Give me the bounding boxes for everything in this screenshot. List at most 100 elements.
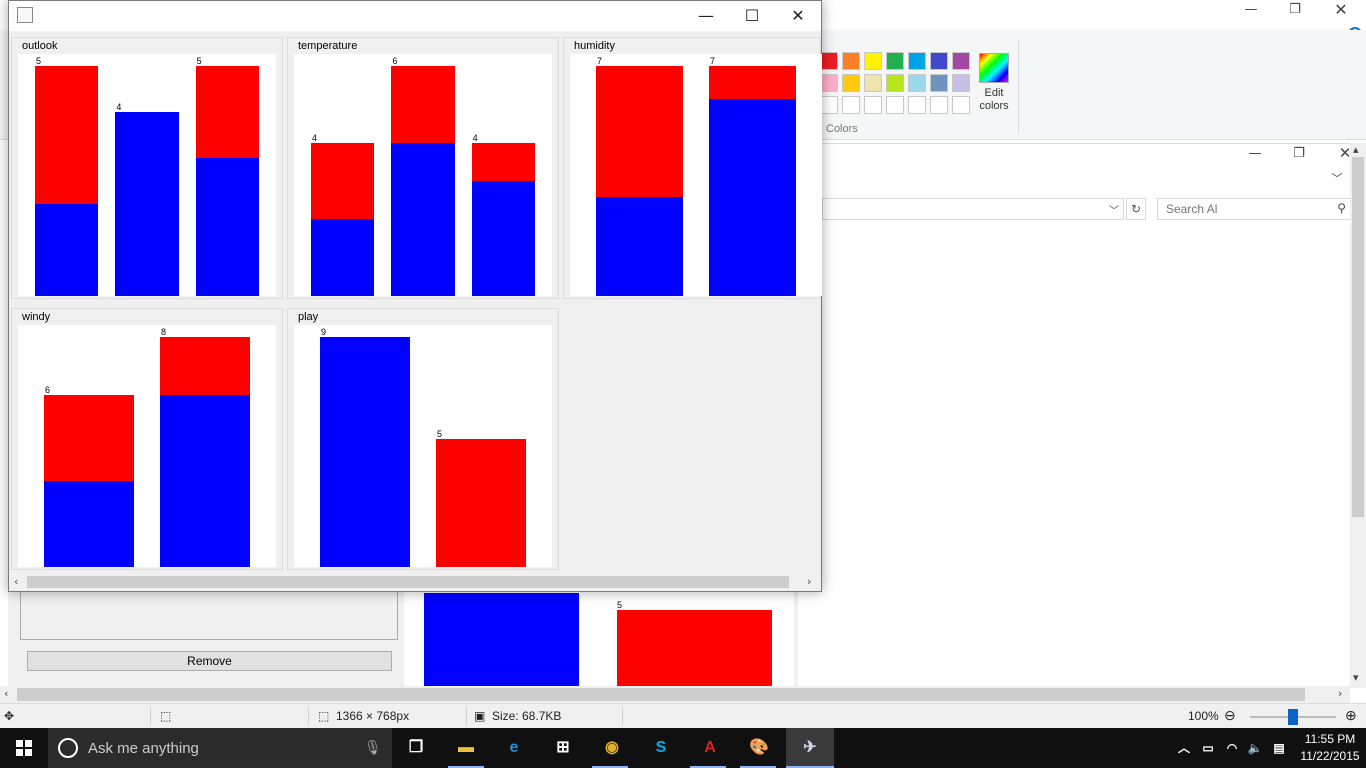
cortana-search-box[interactable]: Ask me anything 🎙 (48, 728, 392, 768)
scroll-right-icon[interactable]: › (807, 575, 812, 588)
color-swatch[interactable] (820, 52, 838, 70)
color-swatch[interactable] (864, 96, 882, 114)
scrollbar-thumb[interactable] (1352, 157, 1364, 517)
image-dimensions: 1366 × 768px (336, 709, 410, 723)
explorer-vertical-scrollbar[interactable]: ▴ ▾ (1350, 143, 1366, 688)
acrobat-icon[interactable]: A (704, 739, 716, 756)
color-swatch[interactable] (952, 96, 970, 114)
bar-total-label: 5 (36, 56, 42, 66)
scrollbar-thumb[interactable] (27, 576, 789, 588)
zoom-out-icon[interactable]: ⊖ (1224, 707, 1236, 723)
search-icon[interactable]: ⚲ (1337, 201, 1346, 215)
attribute-list-box[interactable] (20, 590, 398, 640)
image-size-icon: ⬚ (318, 709, 330, 723)
running-indicator (740, 766, 776, 768)
chart-bar-segment (160, 337, 250, 395)
java-horizontal-scrollbar[interactable]: ‹ › (11, 573, 819, 591)
task-view-icon[interactable]: ❐ (408, 739, 424, 756)
color-swatch[interactable] (842, 52, 860, 70)
explorer-expand-icon[interactable]: ﹀ (1331, 172, 1343, 185)
color-swatch[interactable] (864, 52, 882, 70)
minimize-button[interactable]: — (698, 6, 714, 25)
maximize-button[interactable]: ☐ (744, 6, 760, 25)
explorer-minimize-button[interactable]: — (1248, 146, 1262, 161)
java-title-bar[interactable]: — ☐ ✕ (9, 1, 821, 31)
start-button[interactable] (0, 728, 48, 768)
status-separator (466, 707, 467, 725)
color-swatch[interactable] (886, 96, 904, 114)
explorer-restore-button[interactable]: ❐ (1293, 146, 1305, 161)
color-swatch[interactable] (908, 96, 926, 114)
explorer-close-button[interactable]: ✕ (1338, 144, 1352, 162)
zoom-level: 100% (1188, 709, 1219, 723)
explorer-search[interactable]: ⚲ (1157, 198, 1351, 220)
zoom-slider-thumb[interactable] (1288, 709, 1298, 725)
color-swatch[interactable] (842, 96, 860, 114)
chart-bar-segment (44, 480, 134, 567)
colors-group-label: Colors (826, 123, 858, 135)
color-swatch[interactable] (952, 74, 970, 92)
color-swatch[interactable] (842, 74, 860, 92)
microphone-icon[interactable]: 🎙 (364, 739, 382, 755)
outlook-panel: 5 4 5 outlook (11, 37, 283, 299)
chart-plot: 5 4 5 (18, 54, 276, 296)
chevron-down-icon[interactable]: ﹀ (1109, 206, 1119, 217)
paint-status-bar: ✥ ⬚ ⬚ 1366 × 768px ▣ Size: 68.7KB 100% ⊖… (0, 703, 1366, 728)
color-swatch[interactable] (952, 52, 970, 70)
color-swatch[interactable] (886, 52, 904, 70)
chart-plot: 4 6 4 (294, 54, 552, 296)
color-swatch[interactable] (930, 96, 948, 114)
edge-browser-icon[interactable]: e (509, 739, 519, 756)
address-bar[interactable]: ﹀ (822, 198, 1124, 220)
skype-icon[interactable]: S (655, 739, 667, 756)
wifi-icon[interactable]: ◠ (1226, 741, 1238, 755)
paint-minimize-button[interactable]: — (1244, 2, 1258, 17)
color-swatch[interactable] (820, 74, 838, 92)
store-icon[interactable]: ⊞ (556, 739, 570, 756)
remove-button[interactable]: Remove (27, 651, 392, 671)
chart-bar-segment (115, 112, 179, 296)
refresh-icon[interactable]: ↻ (1126, 198, 1146, 220)
color-swatch[interactable] (930, 52, 948, 70)
clock-time[interactable]: 11:55 PM (1304, 732, 1356, 746)
paint-close-button[interactable]: ✕ (1334, 0, 1348, 19)
scroll-left-icon[interactable]: ‹ (14, 575, 19, 588)
canvas-horizontal-scrollbar[interactable]: ‹ › (0, 686, 1350, 703)
search-input[interactable] (1158, 199, 1328, 219)
color-swatch[interactable] (864, 74, 882, 92)
color-swatch[interactable] (908, 52, 926, 70)
color-swatch[interactable] (908, 74, 926, 92)
chart-bar-segment (44, 394, 134, 481)
cortana-placeholder: Ask me anything (88, 740, 199, 757)
paint-restore-button[interactable]: ❐ (1289, 2, 1301, 17)
selection-size-icon: ⬚ (160, 709, 172, 723)
scroll-left-icon[interactable]: ‹ (4, 687, 9, 700)
chart-title: temperature (297, 40, 359, 52)
notification-icon[interactable]: ▤ (1273, 741, 1285, 755)
edit-colors-button[interactable]: Edit colors (976, 53, 1012, 113)
close-button[interactable]: ✕ (791, 6, 805, 25)
color-swatch[interactable] (930, 74, 948, 92)
chart-bar-segment (471, 142, 535, 181)
java-window-icon[interactable] (17, 7, 33, 23)
clock-date[interactable]: 11/22/2015 (1300, 749, 1360, 763)
battery-icon[interactable]: ▭ (1202, 741, 1214, 755)
scroll-right-icon[interactable]: › (1338, 687, 1343, 700)
zoom-in-icon[interactable]: ⊕ (1345, 707, 1357, 723)
file-size: Size: 68.7KB (492, 709, 562, 723)
edit-colors-label: Edit colors (979, 87, 1009, 112)
bar-total-label: 8 (161, 327, 167, 337)
scrollbar-thumb[interactable] (17, 688, 1305, 701)
paint-app-icon[interactable]: 🎨 (749, 739, 769, 756)
color-swatch[interactable] (820, 96, 838, 114)
tray-overflow-icon[interactable]: ︿ (1177, 741, 1190, 755)
scroll-up-icon[interactable]: ▴ (1353, 143, 1359, 156)
color-swatch[interactable] (886, 74, 904, 92)
java-app-taskbar-button[interactable]: ✈ (786, 728, 834, 768)
chrome-icon[interactable]: ◉ (605, 739, 619, 756)
bar-total-label: 4 (312, 132, 318, 143)
volume-icon[interactable]: 🔈 (1247, 741, 1263, 755)
scroll-down-icon[interactable]: ▾ (1353, 671, 1359, 684)
file-explorer-icon[interactable]: ▬ (458, 739, 474, 756)
